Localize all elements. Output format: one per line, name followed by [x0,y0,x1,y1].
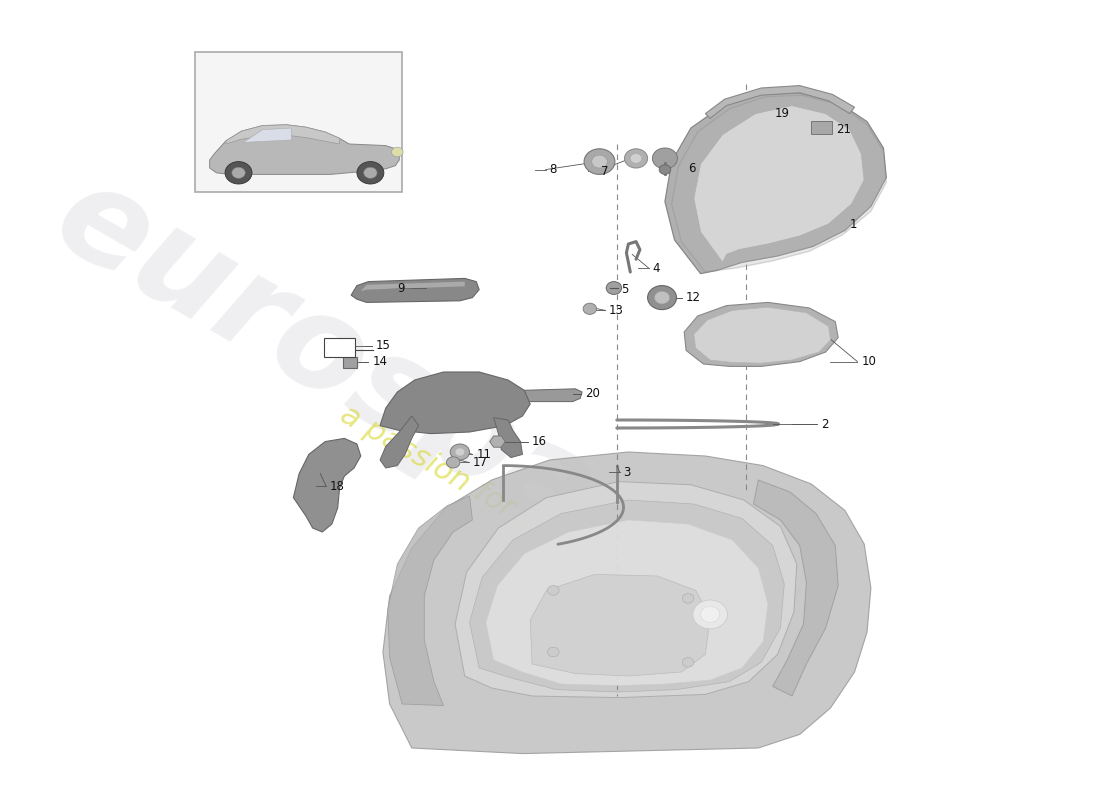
Polygon shape [455,482,796,698]
Circle shape [682,658,694,667]
Circle shape [548,647,559,657]
Polygon shape [379,372,530,434]
Circle shape [392,147,403,157]
Circle shape [356,162,384,184]
Circle shape [232,167,245,178]
Text: a passion for parts since 1985: a passion for parts since 1985 [334,400,749,656]
Polygon shape [530,574,711,676]
Circle shape [455,448,464,456]
Circle shape [584,149,615,174]
Text: 7: 7 [602,165,609,178]
Text: 14: 14 [372,355,387,368]
Polygon shape [379,416,418,468]
Text: 17: 17 [472,456,487,469]
Text: 12: 12 [686,291,701,304]
Polygon shape [351,278,480,302]
Polygon shape [226,125,340,144]
Circle shape [625,149,648,168]
Polygon shape [486,520,768,686]
Polygon shape [490,436,505,447]
Text: 3: 3 [624,466,631,478]
Circle shape [701,606,719,622]
Text: 1: 1 [849,218,857,230]
Polygon shape [294,438,361,532]
Circle shape [659,165,671,174]
Text: 10: 10 [861,355,877,368]
Polygon shape [361,282,464,291]
Polygon shape [694,307,830,363]
Circle shape [447,457,460,468]
Polygon shape [684,302,838,366]
Text: 2: 2 [821,418,828,430]
Polygon shape [210,125,399,174]
Circle shape [606,282,621,294]
Text: 19: 19 [774,107,790,120]
Circle shape [364,167,377,178]
Text: 13: 13 [609,304,624,317]
Polygon shape [754,480,838,696]
Polygon shape [470,500,784,692]
Text: 16: 16 [532,435,547,448]
Text: 9: 9 [397,282,405,294]
Circle shape [583,303,596,314]
Text: 4: 4 [652,262,660,274]
Polygon shape [518,389,582,402]
Polygon shape [343,357,356,368]
Circle shape [648,286,676,310]
Text: 21: 21 [836,123,851,136]
Text: 8: 8 [549,163,557,176]
Text: 18: 18 [330,480,344,493]
Circle shape [450,444,470,460]
Polygon shape [664,93,887,274]
Text: 6: 6 [688,162,695,174]
Circle shape [652,148,678,169]
Circle shape [654,291,670,304]
Text: 11: 11 [476,448,492,461]
Polygon shape [705,86,855,118]
Text: 20: 20 [585,387,600,400]
Polygon shape [243,128,292,142]
Circle shape [548,586,559,595]
Circle shape [693,600,727,629]
FancyBboxPatch shape [324,338,355,357]
Circle shape [226,162,252,184]
Polygon shape [694,106,865,262]
Polygon shape [672,95,887,272]
Bar [811,121,833,134]
Circle shape [630,154,641,163]
Text: 15: 15 [376,339,390,352]
Polygon shape [387,496,472,706]
FancyBboxPatch shape [195,52,403,192]
Polygon shape [494,418,522,458]
Circle shape [682,594,694,603]
Polygon shape [383,452,871,754]
Text: 5: 5 [621,283,629,296]
Circle shape [592,155,607,168]
Text: eurospares: eurospares [33,152,820,680]
